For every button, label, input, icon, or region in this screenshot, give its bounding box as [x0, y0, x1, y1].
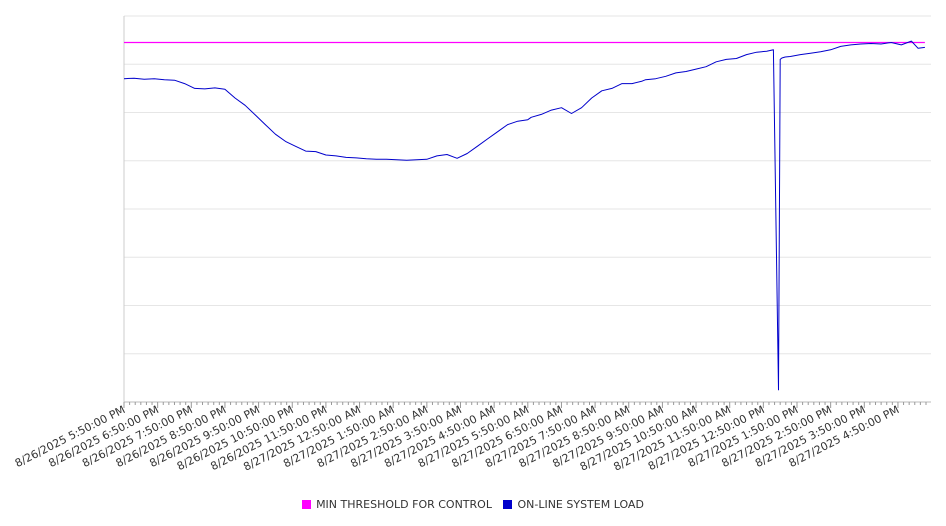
axes	[123, 16, 931, 408]
legend-item-system-load: ON-LINE SYSTEM LOAD	[503, 498, 644, 511]
series-lines	[123, 40, 925, 391]
legend-label-system-load: ON-LINE SYSTEM LOAD	[517, 498, 644, 511]
x-axis-tick-labels: 8/26/2025 5:50:00 PM8/26/2025 6:50:00 PM…	[13, 403, 901, 474]
legend-swatch-system-load	[503, 500, 513, 509]
legend-label-threshold: MIN THRESHOLD FOR CONTROL	[316, 498, 492, 511]
legend-item-threshold: MIN THRESHOLD FOR CONTROL	[302, 498, 492, 511]
gridlines	[124, 15, 931, 403]
legend-swatch-threshold	[302, 500, 312, 509]
series-line-system-load	[123, 40, 925, 391]
legend: MIN THRESHOLD FOR CONTROL ON-LINE SYSTEM…	[0, 498, 946, 511]
